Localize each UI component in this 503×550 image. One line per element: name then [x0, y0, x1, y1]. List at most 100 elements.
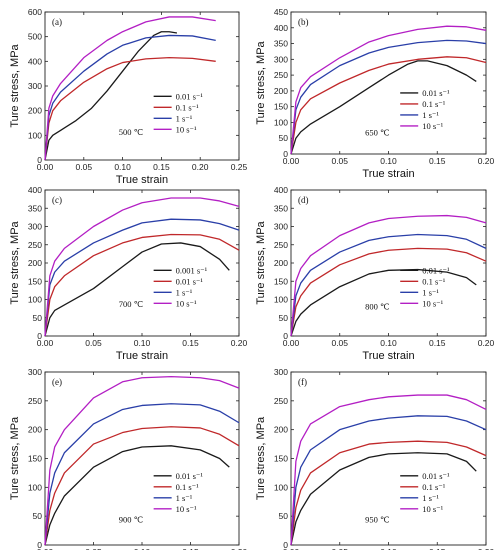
y-tick-label: 400 — [274, 185, 288, 195]
y-tick-label: 0 — [283, 540, 288, 550]
chart-panel-d: 0.00 0.05 0.10 0.15 0.20 0 50 100 150 200 250 300 35… — [255, 185, 495, 362]
y-tick-label: 250 — [274, 240, 288, 250]
series-line-0 — [44, 242, 230, 337]
x-axis-label: True strain — [362, 350, 414, 362]
series-line-1 — [44, 56, 216, 161]
x-tick-label: 0.00 — [37, 338, 54, 348]
x-tick-label: 0.10 — [134, 338, 151, 348]
y-tick-label: 300 — [28, 367, 42, 377]
legend-entry: 1 s⁻¹ — [176, 113, 193, 123]
x-tick-label: 0.00 — [37, 162, 54, 172]
y-tick-label: 600 — [28, 7, 42, 17]
temperature-label: 500 ℃ — [119, 127, 144, 137]
panel-label: (e) — [52, 377, 62, 387]
y-tick-label: 200 — [274, 425, 288, 435]
y-tick-label: 150 — [28, 454, 42, 464]
series-line-3 — [44, 197, 240, 337]
y-tick-label: 50 — [279, 511, 289, 521]
legend-entry: 1 s⁻¹ — [422, 493, 439, 503]
y-tick-label: 150 — [28, 276, 42, 286]
y-tick-label: 50 — [279, 313, 289, 323]
y-tick-label: 0 — [37, 540, 42, 550]
x-tick-label: 0.15 — [429, 547, 446, 550]
legend-entry: 0.01 s⁻¹ — [422, 265, 450, 275]
panel-label: (d) — [298, 195, 309, 205]
temperature-label: 800 ℃ — [365, 302, 390, 312]
x-axis-label: True strain — [362, 168, 414, 180]
series-line-3 — [44, 375, 240, 546]
legend-entry: 10 s⁻¹ — [422, 121, 443, 131]
y-tick-label: 150 — [274, 102, 288, 112]
y-axis-label: Ture stress, MPa — [255, 416, 267, 500]
x-axis-label: True strain — [116, 350, 168, 362]
x-tick-label: 0.05 — [331, 156, 348, 166]
y-tick-label: 50 — [279, 133, 289, 143]
temperature-label: 950 ℃ — [365, 515, 390, 525]
series-line-0 — [44, 445, 230, 546]
panel-label: (a) — [52, 17, 62, 27]
x-tick-label: 0.05 — [331, 547, 348, 550]
legend-entry: 10 s⁻¹ — [422, 504, 443, 514]
y-tick-label: 100 — [274, 117, 288, 127]
series-line-3 — [290, 214, 487, 337]
x-tick-label: 0.05 — [76, 162, 93, 172]
series-line-1 — [44, 233, 240, 337]
panel-label: (b) — [298, 17, 309, 27]
plot-frame — [290, 189, 487, 337]
y-tick-label: 150 — [274, 454, 288, 464]
y-tick-label: 300 — [274, 367, 288, 377]
x-tick-label: 0.20 — [478, 338, 495, 348]
legend-entry: 10 s⁻¹ — [176, 298, 197, 308]
x-tick-label: 0.00 — [283, 156, 300, 166]
y-tick-label: 300 — [28, 81, 42, 91]
chart-panel-b: 0.00 0.05 0.10 0.15 0.20 0 50 100 150 200 250 300 35… — [255, 7, 495, 180]
legend-entry: 0.001 s⁻¹ — [176, 265, 208, 275]
series-line-3 — [290, 25, 487, 155]
y-axis-label: Ture stress, MPa — [9, 220, 21, 304]
x-tick-label: 0.10 — [380, 547, 397, 550]
legend-entry: 10 s⁻¹ — [422, 298, 443, 308]
x-tick-label: 0.20 — [478, 547, 495, 550]
series-line-1 — [44, 426, 240, 546]
series-line-3 — [44, 16, 216, 161]
x-tick-label: 0.15 — [182, 547, 199, 550]
legend-entry: 0.01 s⁻¹ — [422, 471, 450, 481]
legend-entry: 1 s⁻¹ — [422, 287, 439, 297]
chart-panel-a: 0.00 0.05 0.10 0.15 0.20 0.25 0 100 200 300 400 500… — [9, 7, 248, 186]
y-tick-label: 250 — [28, 240, 42, 250]
y-tick-label: 300 — [274, 222, 288, 232]
series-line-1 — [290, 247, 487, 337]
y-tick-label: 250 — [28, 396, 42, 406]
x-tick-label: 0.15 — [153, 162, 170, 172]
x-tick-label: 0.05 — [85, 338, 102, 348]
series-line-0 — [290, 452, 477, 546]
y-tick-label: 100 — [274, 482, 288, 492]
temperature-label: 700 ℃ — [119, 299, 144, 309]
x-tick-label: 0.00 — [283, 547, 300, 550]
series-line-1 — [290, 440, 487, 546]
series-line-2 — [290, 233, 487, 337]
x-tick-label: 0.05 — [85, 547, 102, 550]
legend-entry: 0.1 s⁻¹ — [422, 482, 446, 492]
y-tick-label: 300 — [28, 222, 42, 232]
series-line-0 — [44, 31, 178, 161]
legend-entry: 1 s⁻¹ — [422, 110, 439, 120]
x-tick-label: 0.10 — [380, 338, 397, 348]
legend-entry: 0.01 s⁻¹ — [422, 88, 450, 98]
series-line-0 — [290, 268, 477, 337]
legend-entry: 1 s⁻¹ — [176, 287, 193, 297]
y-tick-label: 100 — [274, 295, 288, 305]
chart-panel-c: 0.00 0.05 0.10 0.15 0.20 0 50 100 150 200 250 300 35… — [9, 185, 248, 362]
y-tick-label: 0 — [37, 331, 42, 341]
x-tick-label: 0.20 — [231, 547, 248, 550]
x-tick-label: 0.00 — [37, 547, 54, 550]
y-tick-label: 0 — [37, 155, 42, 165]
y-tick-label: 450 — [274, 7, 288, 17]
legend-entry: 0.01 s⁻¹ — [176, 91, 204, 101]
panel-label: (f) — [298, 377, 307, 387]
plot-frame — [44, 189, 240, 337]
y-tick-label: 200 — [274, 258, 288, 268]
series-line-2 — [290, 39, 487, 155]
